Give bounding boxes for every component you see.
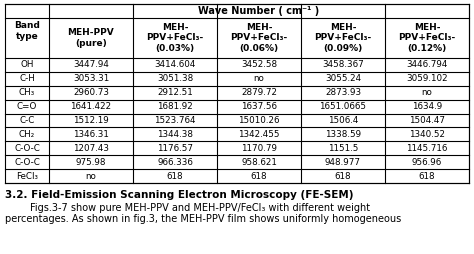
Text: 966.336: 966.336	[157, 158, 193, 167]
Text: 1506.4: 1506.4	[328, 116, 358, 125]
Text: no: no	[86, 171, 96, 181]
Text: 1338.59: 1338.59	[325, 130, 361, 139]
Text: 3447.94: 3447.94	[73, 60, 109, 69]
Text: Figs.3-7 show pure MEH-PPV and MEH-PPV/FeCl₃ with different weight: Figs.3-7 show pure MEH-PPV and MEH-PPV/F…	[5, 203, 370, 213]
Text: 1641.422: 1641.422	[71, 102, 111, 111]
Text: 2873.93: 2873.93	[325, 88, 361, 97]
Text: 1340.52: 1340.52	[409, 130, 445, 139]
Text: 618: 618	[419, 171, 435, 181]
Text: 1523.764: 1523.764	[154, 116, 196, 125]
Text: 958.621: 958.621	[241, 158, 277, 167]
Text: 3446.794: 3446.794	[406, 60, 447, 69]
Text: 1342.455: 1342.455	[238, 130, 280, 139]
Text: 15010.26: 15010.26	[238, 116, 280, 125]
Text: 1504.47: 1504.47	[409, 116, 445, 125]
Text: 2960.73: 2960.73	[73, 88, 109, 97]
Text: C=O: C=O	[17, 102, 37, 111]
Text: MEH-PPV
(pure): MEH-PPV (pure)	[68, 28, 114, 48]
Text: 975.98: 975.98	[76, 158, 106, 167]
Text: C-C: C-C	[19, 116, 35, 125]
Text: 1344.38: 1344.38	[157, 130, 193, 139]
Text: C-O-C: C-O-C	[14, 144, 40, 153]
Text: 948.977: 948.977	[325, 158, 361, 167]
Text: OH: OH	[20, 60, 34, 69]
Text: 1637.56: 1637.56	[241, 102, 277, 111]
Text: MEH-
PPV+FeCl₃-
(0.09%): MEH- PPV+FeCl₃- (0.09%)	[314, 23, 372, 53]
Text: MEH-
PPV+FeCl₃-
(0.03%): MEH- PPV+FeCl₃- (0.03%)	[146, 23, 204, 53]
Text: 1634.9: 1634.9	[412, 102, 442, 111]
Text: FeCl₃: FeCl₃	[16, 171, 38, 181]
Text: Wave Number ( cm⁻¹ ): Wave Number ( cm⁻¹ )	[199, 6, 319, 16]
Text: 618: 618	[251, 171, 267, 181]
Text: MEH-
PPV+FeCl₃-
(0.12%): MEH- PPV+FeCl₃- (0.12%)	[398, 23, 456, 53]
Text: CH₂: CH₂	[19, 130, 35, 139]
Text: 1346.31: 1346.31	[73, 130, 109, 139]
Text: 3053.31: 3053.31	[73, 74, 109, 83]
Text: 3059.102: 3059.102	[406, 74, 448, 83]
Text: 1145.716: 1145.716	[406, 144, 447, 153]
Text: Band
type: Band type	[14, 21, 40, 41]
Text: CH₃: CH₃	[19, 88, 35, 97]
Text: percentages. As shown in fig.3, the MEH-PPV film shows uniformly homogeneous: percentages. As shown in fig.3, the MEH-…	[5, 214, 401, 224]
Text: 1151.5: 1151.5	[328, 144, 358, 153]
Text: MEH-
PPV+FeCl₃-
(0.06%): MEH- PPV+FeCl₃- (0.06%)	[230, 23, 288, 53]
Text: 3051.38: 3051.38	[157, 74, 193, 83]
Text: 956.96: 956.96	[412, 158, 442, 167]
Text: no: no	[254, 74, 264, 83]
Text: no: no	[421, 88, 432, 97]
Text: 618: 618	[167, 171, 183, 181]
Text: 3.2. Field-Emission Scanning Electron Microscopy (FE-SEM): 3.2. Field-Emission Scanning Electron Mi…	[5, 190, 354, 200]
Text: 1207.43: 1207.43	[73, 144, 109, 153]
Text: 1681.92: 1681.92	[157, 102, 193, 111]
Text: 3055.24: 3055.24	[325, 74, 361, 83]
Text: C-H: C-H	[19, 74, 35, 83]
Text: 2912.51: 2912.51	[157, 88, 193, 97]
Text: C-O-C: C-O-C	[14, 158, 40, 167]
Text: 2879.72: 2879.72	[241, 88, 277, 97]
Text: 1512.19: 1512.19	[73, 116, 109, 125]
Text: 3452.58: 3452.58	[241, 60, 277, 69]
Text: 1176.57: 1176.57	[157, 144, 193, 153]
Text: 1651.0665: 1651.0665	[319, 102, 366, 111]
Text: 3414.604: 3414.604	[155, 60, 196, 69]
Text: 1170.79: 1170.79	[241, 144, 277, 153]
Text: 618: 618	[335, 171, 351, 181]
Text: 3458.367: 3458.367	[322, 60, 364, 69]
